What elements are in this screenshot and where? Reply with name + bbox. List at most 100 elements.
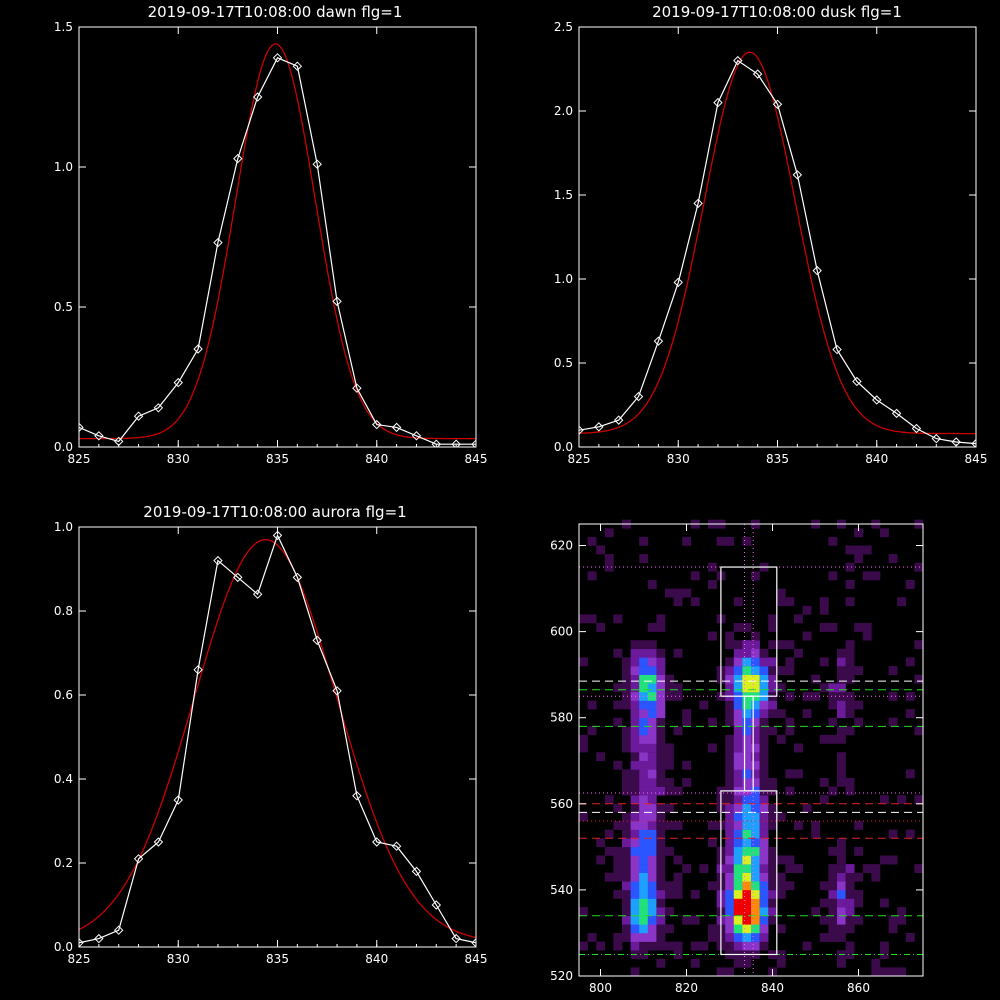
heatmap-cell [665, 924, 674, 934]
heatmap-cell [647, 691, 657, 701]
heatmap-cell [880, 898, 889, 908]
heatmap-cell [613, 614, 623, 624]
data-point [752, 69, 763, 79]
data-point [213, 555, 223, 566]
heatmap-cell [759, 889, 769, 899]
heatmap-cell [742, 864, 752, 873]
y-tick-label: 0.0 [54, 440, 73, 454]
heatmap-cell [828, 915, 838, 925]
heatmap-cell [613, 941, 623, 951]
heatmap-cell [613, 872, 623, 882]
heatmap-cell [639, 803, 649, 813]
heatmap-cell [630, 674, 640, 684]
heatmap-cell [751, 700, 760, 710]
y-tick-label: 0.5 [54, 300, 73, 314]
data-point [312, 159, 322, 169]
heatmap-cell [630, 743, 640, 753]
heatmap-cell [819, 623, 829, 632]
heatmap-cell [647, 760, 657, 770]
heatmap-cell [647, 889, 657, 899]
heatmap-cell [647, 743, 657, 753]
heatmap-cell [837, 657, 846, 667]
x-tick-label: 820 [675, 981, 698, 995]
heatmap-cell [647, 734, 657, 744]
heatmap-cell [725, 924, 735, 934]
heatmap-cell [639, 734, 649, 744]
heatmap-cell [742, 726, 752, 736]
plot-frame [578, 26, 977, 448]
heatmap-cell [647, 933, 657, 942]
heatmap-cell [751, 631, 760, 641]
heatmap-cell [751, 864, 760, 873]
heatmap-cell [725, 829, 735, 839]
heatmap-cell [673, 597, 683, 607]
heatmap-cell [733, 648, 743, 658]
heatmap-cell [845, 786, 855, 796]
heatmap-cell [622, 666, 631, 675]
heatmap-cell [828, 846, 838, 856]
heatmap-cell [751, 898, 760, 908]
data-point [94, 933, 104, 944]
heatmap-cell [733, 734, 743, 744]
heatmap-cell [905, 769, 915, 779]
heatmap-cell [725, 881, 735, 891]
heatmap-cell [639, 889, 649, 899]
heatmap-cell [742, 743, 752, 753]
heatmap-cell [845, 915, 855, 925]
heatmap-cell [665, 743, 674, 753]
data-point [233, 153, 243, 164]
heatmap-cell [725, 821, 735, 830]
heatmap-cell [811, 829, 821, 839]
heatmap-cell [579, 734, 588, 744]
heatmap-cell [630, 838, 640, 848]
heatmap-cell [854, 889, 864, 899]
heatmap-cell [768, 709, 778, 718]
heatmap-cell [596, 941, 606, 951]
heatmap-cell [759, 907, 769, 916]
heatmap-cell [785, 691, 795, 701]
heatmap-cell [759, 743, 769, 753]
heatmap-cell [647, 726, 657, 736]
heatmap-cell [776, 950, 786, 960]
heatmap-cell [699, 864, 709, 873]
heatmap-cell [639, 907, 649, 916]
heatmap-cell [647, 709, 657, 718]
heatmap-cell [794, 821, 803, 830]
heatmap-cell [639, 760, 649, 770]
heatmap-cell [622, 778, 631, 787]
fit-curve [79, 43, 476, 440]
heatmap-cell [862, 864, 872, 873]
heatmap-cell [639, 743, 649, 753]
y-tick-label: 0.0 [54, 940, 73, 954]
heatmap-cell [845, 726, 855, 736]
heatmap-cell [708, 631, 717, 641]
heatmap-cell [673, 872, 683, 882]
heatmap-cell [647, 803, 657, 813]
heatmap-cell [742, 855, 752, 865]
heatmap-cell [630, 846, 640, 856]
heatmap-cell [708, 580, 717, 589]
heatmap-cell [630, 700, 640, 710]
data-point [733, 55, 743, 66]
heatmap-cell [733, 812, 743, 822]
heatmap-cell [751, 933, 760, 942]
heatmap-cell [708, 924, 717, 934]
heatmap-cell [630, 881, 640, 891]
heatmap-cell [630, 778, 640, 787]
heatmap-cell [647, 812, 657, 822]
heatmap-cell [622, 915, 631, 925]
heatmap-cell [647, 915, 657, 925]
heatmap-cell [768, 623, 778, 632]
heatmap-cell [630, 726, 640, 736]
data-point [372, 837, 382, 847]
heatmap-cell [613, 648, 623, 658]
heatmap-cell [802, 605, 812, 615]
heatmap-cell [837, 648, 846, 658]
heatmap-cell [656, 666, 666, 675]
heatmap-cell [630, 803, 640, 813]
heatmap-cell [639, 829, 649, 839]
heatmap-cell [647, 580, 657, 589]
heatmap-cell [751, 829, 760, 839]
heatmap-cell [639, 846, 649, 856]
heatmap-cell [776, 683, 786, 693]
